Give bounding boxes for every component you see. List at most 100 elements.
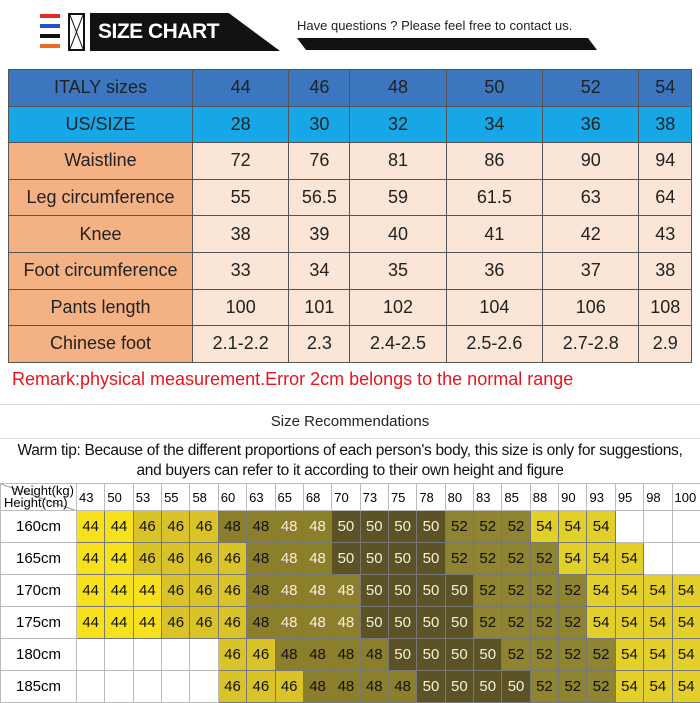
size-cell: 46	[247, 639, 275, 671]
logo-banner: SIZE CHART	[90, 13, 280, 51]
cell: 64	[639, 179, 692, 216]
size-cell: 52	[502, 607, 530, 639]
weight-header: 63	[247, 484, 275, 511]
size-cell: 52	[474, 575, 502, 607]
size-cell: 50	[388, 607, 416, 639]
size-cell: 48	[247, 575, 275, 607]
size-cell: 52	[474, 607, 502, 639]
size-cell: 52	[445, 543, 473, 575]
size-cell	[105, 671, 133, 703]
size-cell: 50	[360, 543, 388, 575]
size-cell: 50	[388, 639, 416, 671]
remark: Remark:physical measurement.Error 2cm be…	[12, 369, 573, 390]
size-cell: 54	[615, 543, 643, 575]
size-cell: 54	[559, 543, 587, 575]
size-cell	[672, 543, 700, 575]
size-cell: 44	[77, 575, 105, 607]
cell: 94	[639, 143, 692, 180]
size-cell: 52	[502, 639, 530, 671]
cell: 32	[350, 106, 446, 143]
cell: 2.4-2.5	[350, 326, 446, 363]
size-cell: 52	[559, 671, 587, 703]
size-cell	[615, 511, 643, 543]
size-cell: 50	[474, 671, 502, 703]
size-cell: 54	[615, 607, 643, 639]
cell: 102	[350, 289, 446, 326]
size-cell: 48	[303, 671, 331, 703]
size-cell: 46	[133, 511, 161, 543]
cell: 52	[543, 70, 639, 107]
size-cell: 48	[247, 543, 275, 575]
size-cell: 52	[559, 607, 587, 639]
cell: 59	[350, 179, 446, 216]
recommendations-section: Warm tip: Because of the different propo…	[0, 441, 700, 703]
size-cell: 50	[332, 543, 360, 575]
size-cell	[133, 639, 161, 671]
size-cell: 46	[275, 671, 303, 703]
size-cell: 54	[615, 575, 643, 607]
cell: 76	[289, 143, 350, 180]
cell: 40	[350, 216, 446, 253]
weight-header: 95	[615, 484, 643, 511]
weight-header: 75	[388, 484, 416, 511]
size-cell	[190, 639, 218, 671]
weight-header: 58	[190, 484, 218, 511]
size-cell: 44	[77, 511, 105, 543]
size-cell: 54	[615, 639, 643, 671]
size-cell: 52	[530, 543, 558, 575]
stripe-red	[40, 14, 60, 18]
size-cell: 52	[559, 639, 587, 671]
cell: 38	[639, 252, 692, 289]
size-cell: 48	[247, 607, 275, 639]
cell: 108	[639, 289, 692, 326]
size-cell: 46	[162, 543, 190, 575]
size-cell: 46	[247, 671, 275, 703]
height-label: 180cm	[1, 639, 77, 671]
weight-header: 60	[218, 484, 246, 511]
size-cell: 50	[417, 511, 445, 543]
size-cell: 52	[530, 607, 558, 639]
size-cell: 52	[530, 639, 558, 671]
size-cell: 52	[502, 543, 530, 575]
weight-header: 78	[417, 484, 445, 511]
cell: 44	[193, 70, 289, 107]
cell: 104	[446, 289, 542, 326]
row-label: US/SIZE	[9, 106, 193, 143]
size-cell: 48	[332, 639, 360, 671]
weight-header: 90	[559, 484, 587, 511]
cell: 39	[289, 216, 350, 253]
size-cell: 46	[190, 607, 218, 639]
size-cell: 46	[133, 543, 161, 575]
size-cell	[644, 543, 672, 575]
cell: 38	[193, 216, 289, 253]
size-cell: 48	[218, 511, 246, 543]
weight-header: 100	[672, 484, 700, 511]
size-cell: 46	[218, 543, 246, 575]
weight-header: 98	[644, 484, 672, 511]
size-cell: 48	[332, 575, 360, 607]
weight-header: 93	[587, 484, 615, 511]
size-cell: 50	[445, 639, 473, 671]
cell: 36	[543, 106, 639, 143]
size-cell: 50	[388, 575, 416, 607]
size-cell: 44	[105, 575, 133, 607]
row-label: ITALY sizes	[9, 70, 193, 107]
cell: 2.9	[639, 326, 692, 363]
size-cell: 52	[502, 575, 530, 607]
size-cell	[162, 639, 190, 671]
height-label: Height(cm)	[3, 497, 76, 509]
warm-tip: Warm tip: Because of the different propo…	[0, 441, 700, 481]
size-cell: 44	[133, 575, 161, 607]
size-cell: 54	[672, 671, 700, 703]
size-cell: 48	[332, 607, 360, 639]
size-cell: 46	[162, 575, 190, 607]
size-cell: 44	[105, 543, 133, 575]
cell: 54	[639, 70, 692, 107]
size-cell: 44	[105, 511, 133, 543]
cell: 30	[289, 106, 350, 143]
size-cell: 52	[530, 575, 558, 607]
